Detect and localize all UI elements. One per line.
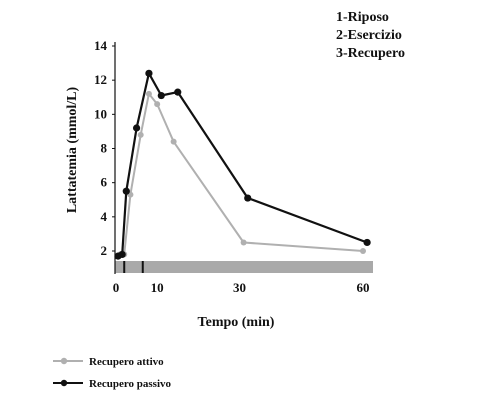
x-axis-ticks: 0 10 30 60 — [113, 280, 370, 295]
legend-entry-attivo: Recupero attivo — [53, 356, 164, 368]
series-line — [120, 92, 364, 256]
x-tick-label: 60 — [357, 280, 370, 295]
x-tick-label: 0 — [113, 280, 120, 295]
y-tick-label: 10 — [94, 106, 107, 121]
y-tick-label: 4 — [101, 209, 108, 224]
y-tick-label: 14 — [94, 38, 108, 53]
data-point — [157, 91, 165, 100]
y-tick-label: 2 — [101, 243, 108, 258]
phase-label-3: 3-Recupero — [336, 46, 405, 61]
x-tick-label: 10 — [151, 280, 164, 295]
data-point — [122, 187, 130, 195]
phase-band — [115, 261, 373, 273]
y-axis-label: Lattatemia (mmol/L) — [65, 86, 80, 213]
data-point — [174, 88, 182, 96]
legend-marker-passivo — [60, 379, 68, 387]
data-point — [360, 248, 366, 254]
phase-label-2: 2-Esercizio — [336, 28, 402, 43]
x-tick-label: 30 — [233, 280, 246, 295]
phase-label-1: 1-Riposo — [336, 10, 389, 25]
data-point — [244, 194, 252, 202]
legend-label-passivo: Recupero passivo — [89, 378, 171, 390]
series-recupero-attivo — [117, 90, 366, 258]
data-point — [132, 124, 141, 132]
data-point — [145, 69, 153, 77]
legend-label-attivo: Recupero attivo — [89, 356, 164, 368]
data-point — [154, 101, 161, 108]
series-layer — [114, 69, 371, 260]
legend-marker-attivo — [60, 357, 68, 365]
phase-markers — [123, 261, 144, 273]
y-tick-label: 8 — [101, 141, 108, 156]
y-tick-label: 12 — [94, 72, 107, 87]
data-point — [170, 138, 177, 145]
series-recupero-passivo — [114, 69, 371, 260]
data-point — [240, 239, 247, 246]
y-axis-ticks: 2 4 6 8 10 12 14 — [94, 38, 115, 258]
y-tick-label: 6 — [101, 175, 108, 190]
legend-entry-passivo: Recupero passivo — [53, 378, 171, 390]
data-point — [145, 90, 152, 97]
x-axis-label: Tempo (min) — [198, 315, 275, 330]
data-point — [137, 131, 144, 138]
data-point — [118, 250, 126, 259]
data-point — [363, 238, 371, 247]
legend: Recupero attivo Recupero passivo — [53, 356, 171, 390]
